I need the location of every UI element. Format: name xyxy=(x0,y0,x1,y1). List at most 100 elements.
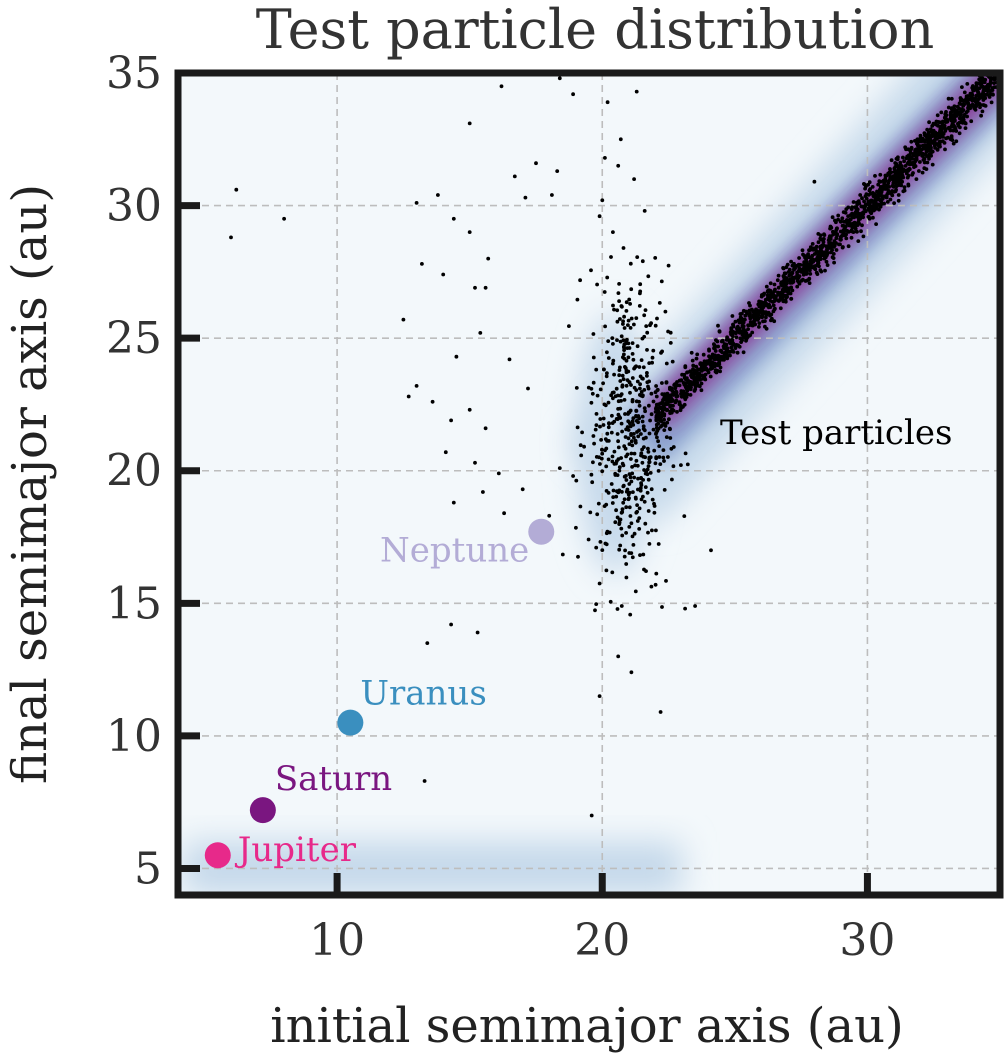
particle-point xyxy=(654,394,659,399)
particle-point xyxy=(422,779,427,783)
particle-point xyxy=(601,423,606,427)
particle-point xyxy=(822,250,826,255)
particle-point xyxy=(775,278,780,283)
particle-point xyxy=(909,161,913,166)
particle-point xyxy=(930,124,935,128)
particle-point xyxy=(697,367,702,372)
particle-point xyxy=(770,291,775,296)
particle-point xyxy=(966,98,971,102)
particle-point xyxy=(746,323,750,328)
particle-point xyxy=(643,485,648,489)
particle-point xyxy=(594,545,599,550)
particle-point xyxy=(986,84,991,89)
particle-point xyxy=(679,392,683,396)
particle-point xyxy=(656,439,660,444)
particle-point xyxy=(724,352,729,357)
particle-point xyxy=(731,323,735,327)
planet-label-saturn: Saturn xyxy=(275,759,392,799)
particle-point xyxy=(630,341,635,345)
particle-point xyxy=(885,200,890,204)
particle-point xyxy=(913,164,918,169)
particle-point xyxy=(594,423,599,427)
particle-point xyxy=(819,269,824,274)
particle-point xyxy=(694,372,699,377)
particle-point xyxy=(622,398,627,402)
particle-point xyxy=(612,419,617,424)
particle-point xyxy=(958,102,963,106)
particle-point xyxy=(757,325,761,329)
particle-point xyxy=(611,230,615,235)
particle-point xyxy=(473,285,477,290)
particle-point xyxy=(589,268,593,273)
particle-point xyxy=(776,273,781,278)
particle-point xyxy=(624,300,629,305)
particle-point xyxy=(691,367,695,372)
particle-point xyxy=(708,357,712,362)
particle-point xyxy=(899,171,904,176)
particle-point xyxy=(852,213,857,218)
particle-point xyxy=(660,408,665,413)
particle-point xyxy=(638,282,643,287)
particle-point xyxy=(594,367,599,372)
particle-point xyxy=(884,173,889,178)
particle-point xyxy=(888,167,892,171)
particle-point xyxy=(615,393,620,398)
particle-point xyxy=(646,530,650,535)
particle-point xyxy=(772,299,777,303)
particle-point xyxy=(700,373,705,378)
particle-point xyxy=(799,278,804,283)
particle-point xyxy=(630,352,635,356)
particle-point xyxy=(628,475,633,480)
particle-point xyxy=(639,432,643,436)
particle-point xyxy=(675,383,680,388)
particle-point xyxy=(942,141,947,145)
particle-point xyxy=(730,333,735,338)
particle-point xyxy=(803,262,807,267)
particle-point xyxy=(620,507,625,511)
particle-point xyxy=(760,309,765,314)
particle-point xyxy=(785,276,789,281)
particle-point xyxy=(928,137,933,142)
particle-point xyxy=(630,399,635,404)
particle-point xyxy=(659,424,663,429)
particle-point xyxy=(796,280,801,284)
particle-point xyxy=(624,505,629,510)
particle-point xyxy=(643,308,648,312)
particle-point xyxy=(706,370,711,375)
particle-point xyxy=(634,316,639,320)
particle-point xyxy=(646,450,651,454)
particle-point xyxy=(624,474,628,478)
particle-point xyxy=(846,244,851,249)
particle-point xyxy=(623,412,627,416)
particle-point xyxy=(997,53,1001,57)
particle-point xyxy=(599,438,603,442)
particle-point xyxy=(771,309,776,314)
particle-point xyxy=(838,237,843,242)
particle-point xyxy=(512,174,517,179)
particle-point xyxy=(467,121,472,126)
particle-point xyxy=(628,326,633,330)
particle-point xyxy=(669,410,674,415)
particle-point xyxy=(615,473,620,477)
particle-point xyxy=(627,442,632,446)
particle-point xyxy=(674,390,679,395)
particle-point xyxy=(632,177,636,182)
particle-point xyxy=(738,329,742,334)
particle-point xyxy=(768,299,773,303)
particle-point xyxy=(593,608,597,613)
particle-point xyxy=(924,149,929,154)
particle-point xyxy=(668,387,672,391)
particle-point xyxy=(634,458,639,463)
particle-point xyxy=(829,250,833,255)
particle-point xyxy=(973,99,978,104)
particle-point xyxy=(944,110,948,114)
particle-point xyxy=(636,434,641,439)
particle-point xyxy=(649,584,654,589)
particle-point xyxy=(655,435,659,440)
particle-point xyxy=(598,462,602,466)
particle-point xyxy=(813,257,818,262)
particle-points xyxy=(229,53,1001,818)
particle-point xyxy=(741,350,746,355)
particle-point xyxy=(603,324,607,329)
particle-point xyxy=(627,297,632,302)
